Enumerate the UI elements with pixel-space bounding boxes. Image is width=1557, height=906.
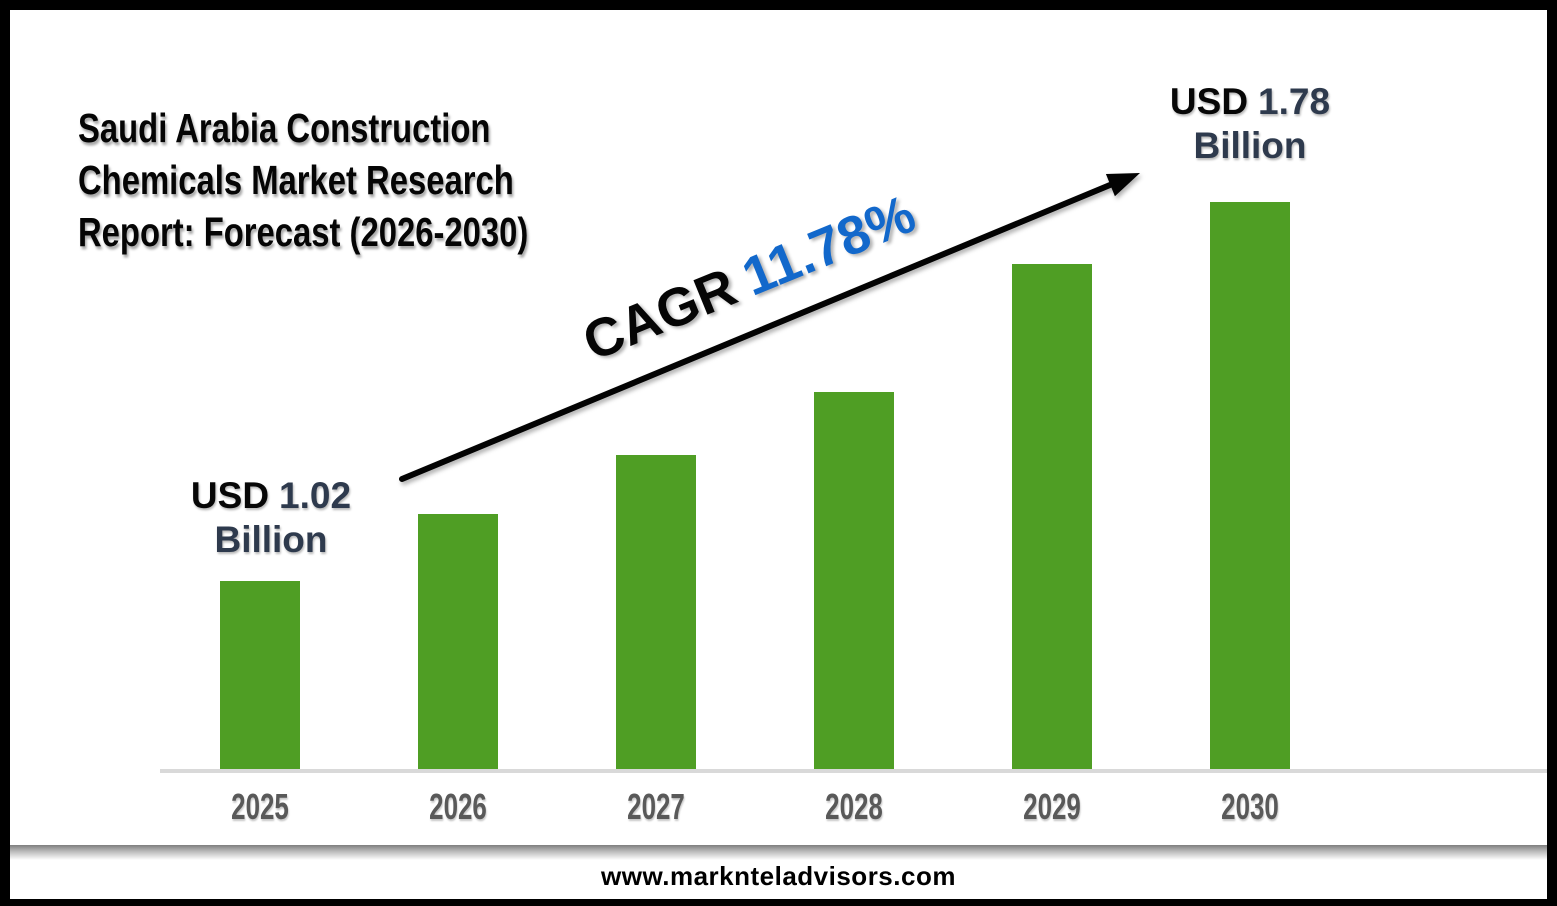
value-2030: 1.78 (1258, 81, 1331, 122)
x-tick-2026: 2026 (428, 786, 487, 827)
footer-url: www.marknteladvisors.com (601, 861, 956, 891)
x-tick-2029: 2029 (1023, 786, 1081, 827)
value-label-2030: USD 1.78 Billion (1110, 80, 1390, 168)
bar-2028 (813, 392, 894, 770)
value-2030-unit: Billion (1193, 125, 1307, 166)
bar-2027 (615, 455, 696, 770)
bar-2026 (417, 514, 498, 770)
value-label-2025-amount: USD 1.02 (131, 474, 411, 518)
x-tick-2025: 2025 (230, 786, 289, 827)
value-2025: 1.02 (279, 475, 352, 516)
x-axis-labels: 2025 2026 2027 2028 2029 2030 (10, 786, 1547, 836)
value-label-2025: USD 1.02 Billion (131, 474, 411, 562)
bar-2029 (1011, 264, 1092, 770)
value-2025-unit: Billion (214, 519, 328, 560)
x-tick-2027: 2027 (626, 786, 685, 827)
bar-2025 (219, 581, 300, 770)
footer-divider-shadow (10, 845, 1547, 860)
currency-prefix: USD (1169, 81, 1249, 122)
chart-title-line-1: Saudi Arabia Construction (78, 105, 491, 151)
bar-series (10, 10, 1547, 770)
x-tick-2030: 2030 (1221, 786, 1279, 827)
value-label-2030-amount: USD 1.78 (1110, 80, 1390, 124)
x-tick-2028: 2028 (824, 786, 883, 827)
currency-prefix: USD (190, 475, 270, 516)
x-axis-line (160, 769, 1547, 773)
bar-2030 (1210, 202, 1290, 770)
